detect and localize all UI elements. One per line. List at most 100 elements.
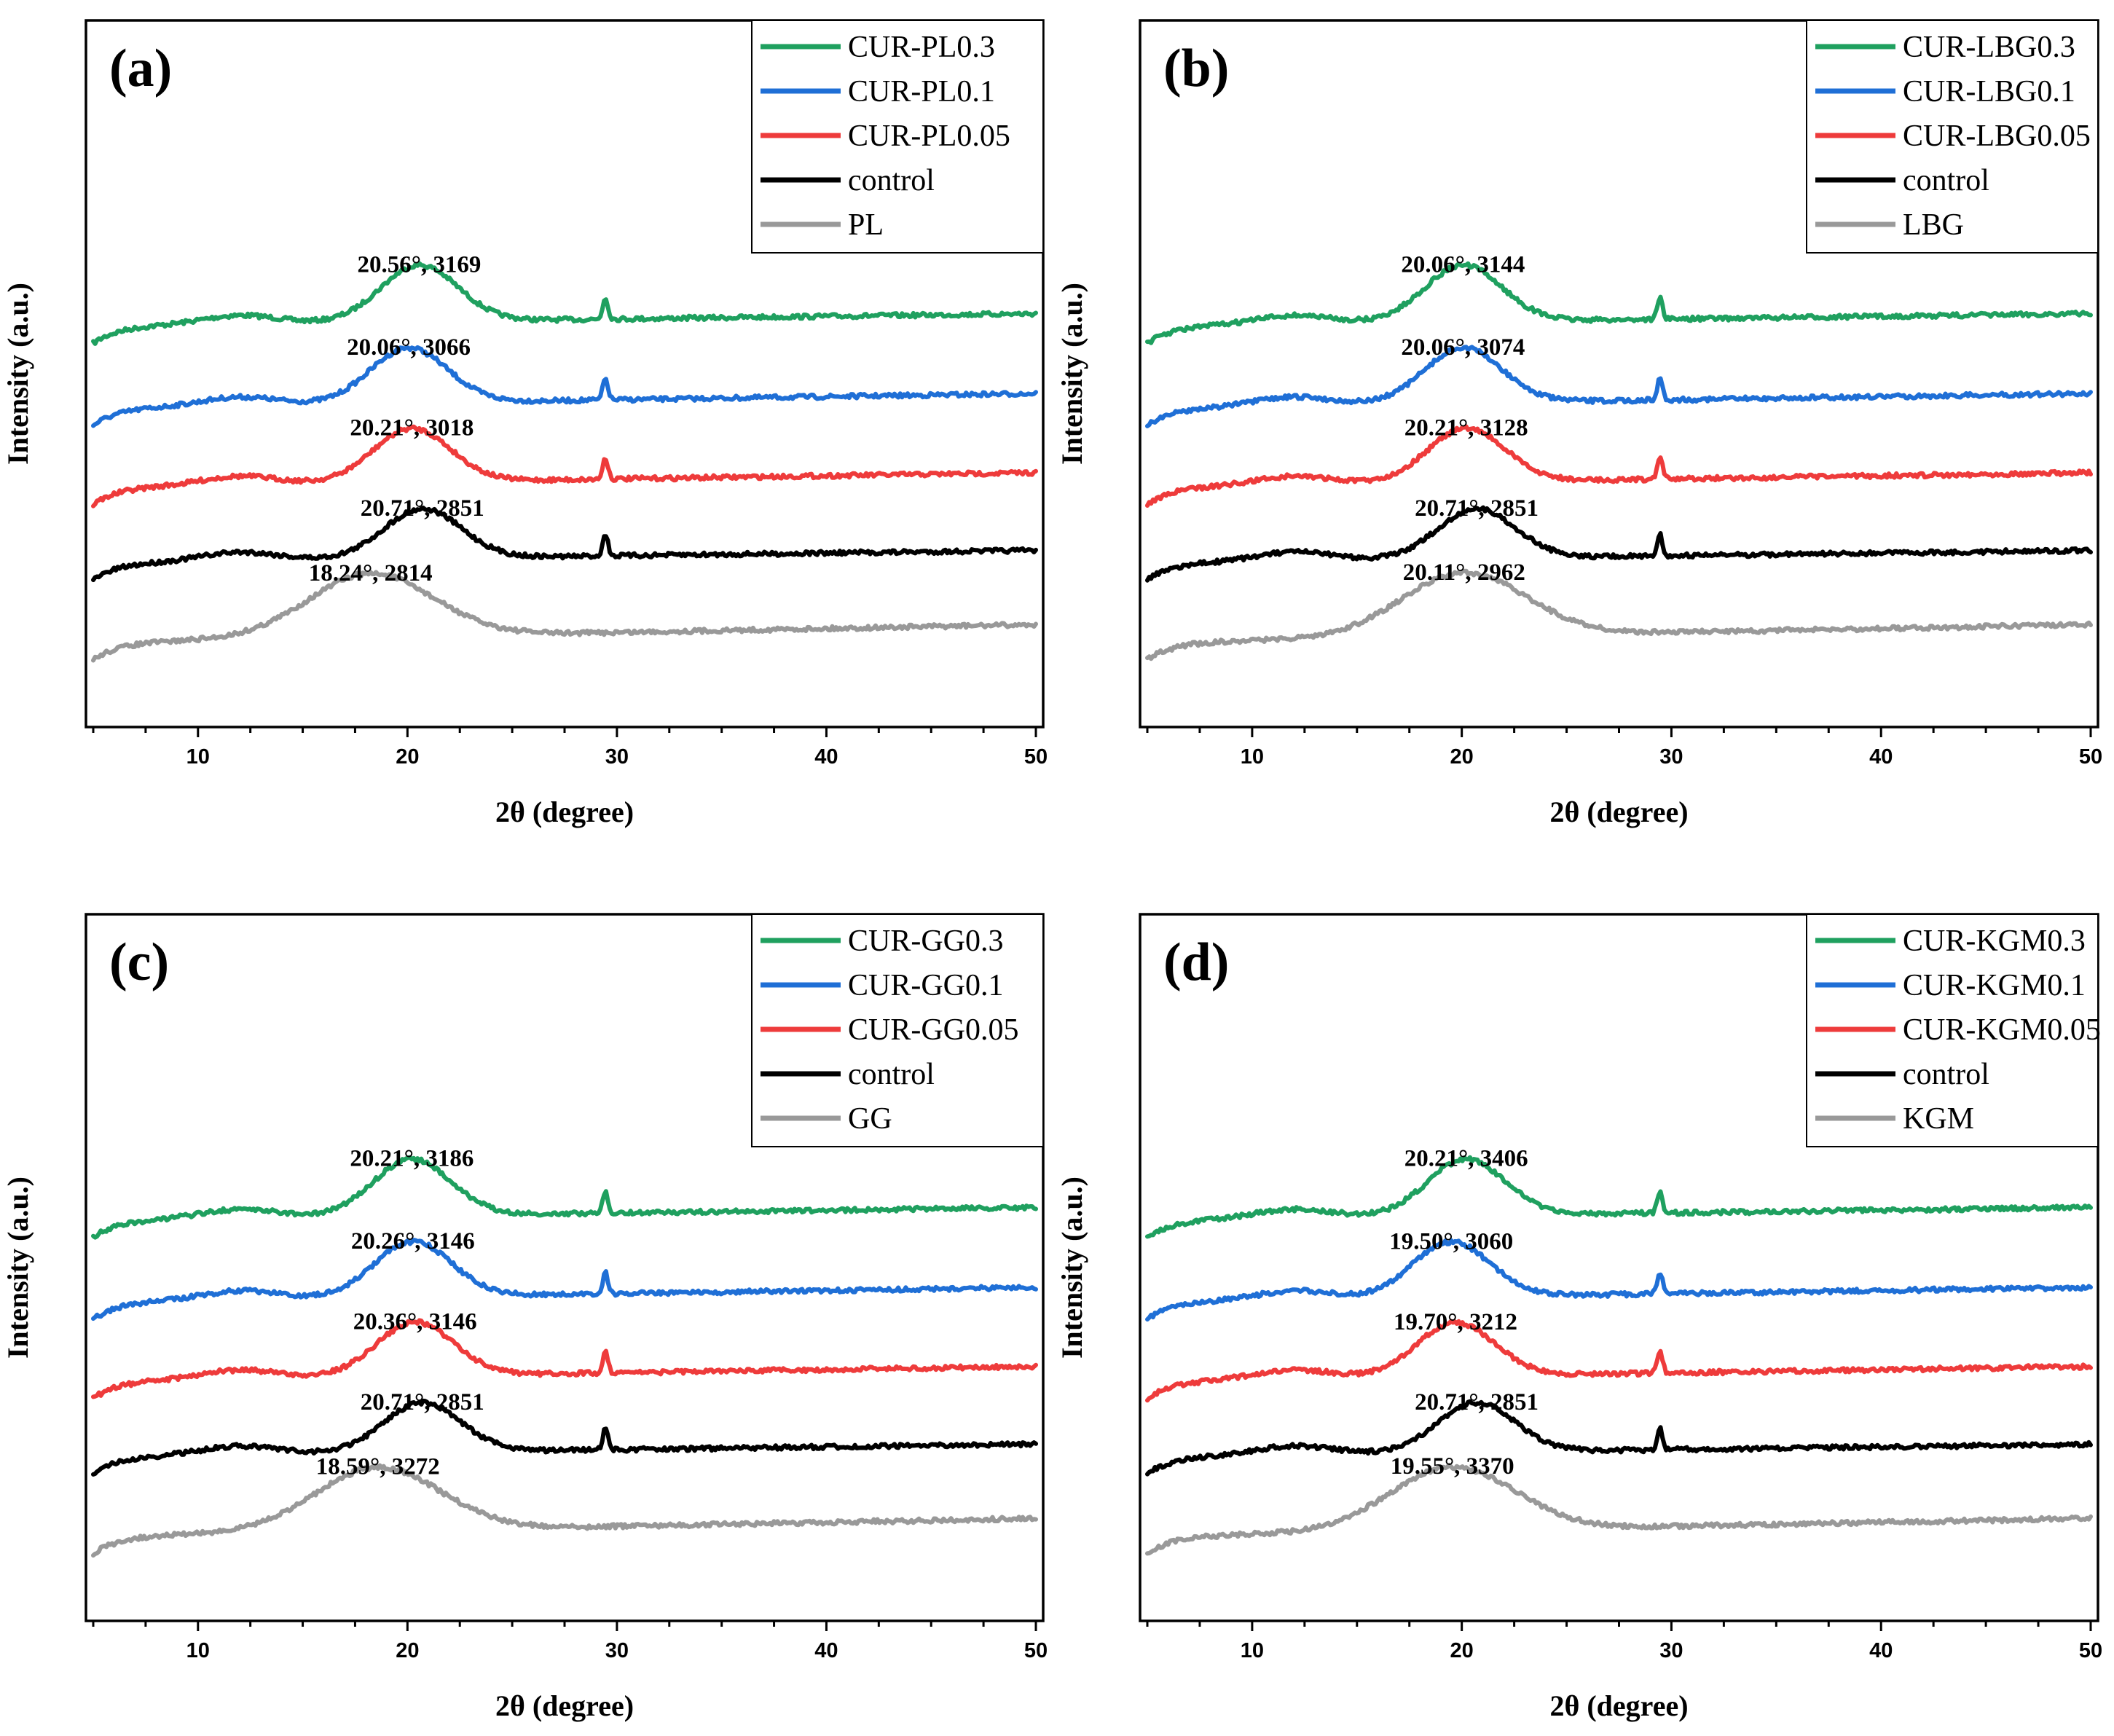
x-tick-label: 50 [2079,745,2102,769]
legend-entry: control [1903,164,1989,197]
x-tick-label: 10 [186,745,210,769]
x-tick-label: 40 [1869,1639,1893,1662]
series-line-cur-gg0-1 [91,1238,1038,1321]
peak-label: 20.71°, 2851 [1415,1389,1539,1415]
legend-entry: CUR-KGM0.3 [1903,924,2086,958]
series-line-kgm [1145,1462,2093,1556]
x-tick-label: 50 [1024,1639,1048,1662]
peak-label: 20.71°, 2851 [361,1389,484,1415]
x-tick-label: 50 [1024,745,1048,769]
legend: CUR-LBG0.3 CUR-LBG0.1 CUR-LBG0.05 control LB… [1806,20,2099,254]
legend-entry: control [848,164,935,197]
peak-label: 20.71°, 2851 [361,495,484,522]
series-line-cur-lbg0-1 [1145,345,2093,428]
peak-label: 18.24°, 2814 [309,560,433,586]
legend-entry: control [1903,1058,1989,1091]
peak-label: 19.50°, 3060 [1389,1228,1513,1254]
peak-label: 20.06°, 3066 [347,334,471,361]
panel-a: 20.56°, 3169 20.06°, 3066 20.21°, 3018 20.7… [1,19,1048,828]
legend: CUR-KGM0.3 CUR-KGM0.1 CUR-KGM0.05 control KG… [1806,914,2101,1147]
x-tick-label: 10 [186,1639,210,1662]
series-line-cur-lbg0-05 [1145,424,2093,508]
y-axis-title: Intensity (a.u.) [1,1177,34,1359]
series-line-lbg [1145,568,2093,661]
legend-entry: control [848,1058,935,1091]
series-line-gg [91,1463,1038,1558]
peak-label: 18.59°, 3272 [316,1454,440,1480]
x-tick-label: 50 [2079,1639,2102,1662]
peak-label: 20.11°, 2962 [1403,559,1525,586]
series-line-cur-lbg0-3 [1145,261,2093,345]
legend-entry: GG [848,1102,892,1136]
legend-entry: CUR-KGM0.05 [1903,1013,2101,1047]
series-line-cur-pl0-05 [91,424,1038,508]
x-axis-title: 2θ (degree) [495,796,634,828]
legend-entry: CUR-PL0.1 [848,75,995,109]
legend-entry: CUR-LBG0.3 [1903,31,2075,64]
legend-entry: CUR-KGM0.1 [1903,969,2086,1002]
legend-entry: CUR-GG0.05 [848,1013,1019,1047]
peak-label: 20.21°, 3128 [1404,415,1528,441]
panel-label: (d) [1163,932,1229,992]
x-tick-label: 40 [1869,745,1893,769]
series-line-control [91,506,1038,583]
series-line-control [91,1398,1038,1477]
series-line-control [1145,1399,2093,1477]
x-tick-label: 40 [814,745,838,769]
x-tick-label: 10 [1241,1639,1264,1662]
series-line-control [1145,505,2093,583]
x-axis-title: 2θ (degree) [1549,1689,1688,1722]
series-line-cur-kgm0-3 [1145,1155,2093,1239]
peak-label: 20.71°, 2851 [1415,495,1539,522]
legend-entry: CUR-PL0.3 [848,31,995,64]
legend-entry: CUR-GG0.1 [848,969,1004,1002]
series-line-cur-kgm0-05 [1145,1319,2093,1403]
panel-label: (c) [109,932,169,992]
series-line-cur-pl0-3 [91,261,1038,346]
y-axis-title: Intensity (a.u.) [1056,283,1088,465]
legend-box [751,914,1044,1147]
x-axis-title: 2θ (degree) [1549,796,1688,828]
legend-entry: CUR-GG0.3 [848,924,1004,958]
series-line-cur-gg0-05 [91,1318,1038,1399]
x-tick-label: 40 [814,1639,838,1662]
peak-label: 20.26°, 3146 [351,1228,475,1254]
peak-label: 20.21°, 3406 [1404,1146,1528,1172]
peak-label: 20.21°, 3186 [350,1146,474,1172]
y-axis-title: Intensity (a.u.) [1056,1177,1088,1359]
series-line-cur-pl0-1 [91,345,1038,428]
legend: CUR-GG0.3 CUR-GG0.1 CUR-GG0.05 control GG [751,914,1044,1147]
panel-label: (b) [1163,39,1229,98]
x-tick-label: 30 [605,1639,629,1662]
x-tick-label: 20 [396,1639,419,1662]
panel-b: 20.06°, 3144 20.06°, 3074 20.21°, 3128 20.7… [1056,19,2102,828]
x-axis-title: 2θ (degree) [495,1689,634,1722]
panel-label: (a) [109,39,172,98]
peak-label: 19.70°, 3212 [1394,1309,1517,1335]
peak-label: 20.36°, 3146 [353,1309,477,1335]
x-tick-label: 20 [396,745,419,769]
legend: CUR-PL0.3 CUR-PL0.1 CUR-PL0.05 control PL [751,20,1044,254]
legend-entry: LBG [1903,208,1964,242]
panel-d: 20.21°, 3406 19.50°, 3060 19.70°, 3212 20.7… [1056,913,2102,1722]
series-line-cur-kgm0-1 [1145,1238,2093,1322]
x-tick-label: 20 [1450,1639,1474,1662]
x-tick-label: 30 [605,745,629,769]
series-line-pl [91,570,1038,663]
x-tick-label: 30 [1659,745,1683,769]
series-line-cur-gg0-3 [91,1155,1038,1240]
x-tick-label: 20 [1450,745,1474,769]
legend-entry: CUR-LBG0.05 [1903,119,2091,153]
legend-entry: KGM [1903,1102,1974,1136]
legend-entry: CUR-LBG0.1 [1903,75,2075,109]
x-tick-label: 10 [1241,745,1264,769]
y-axis-title: Intensity (a.u.) [1,283,34,465]
peak-label: 20.06°, 3144 [1401,252,1525,278]
peak-label: 20.06°, 3074 [1401,334,1525,361]
x-tick-label: 30 [1659,1639,1683,1662]
legend-entry: CUR-PL0.05 [848,119,1010,153]
peak-label: 19.55°, 3370 [1391,1453,1514,1480]
peak-label: 20.56°, 3169 [357,251,481,278]
legend-entry: PL [848,208,884,242]
